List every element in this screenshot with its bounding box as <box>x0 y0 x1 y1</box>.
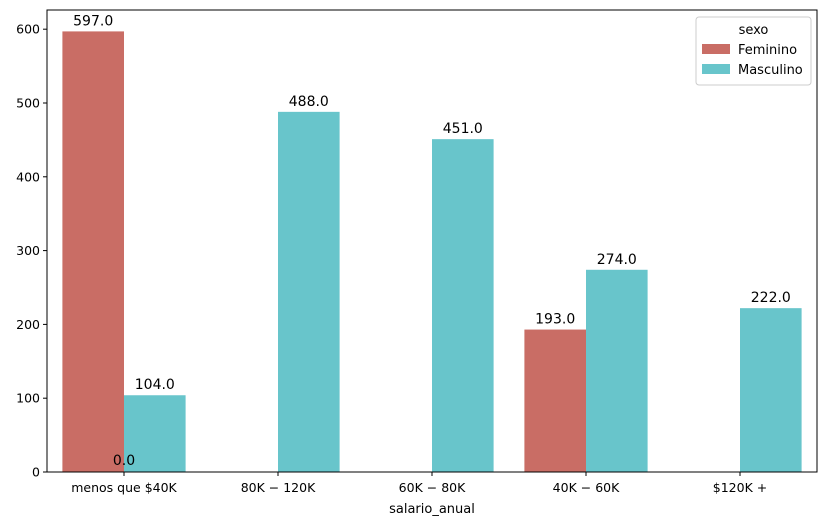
data-label-2: 0.0 <box>113 453 135 469</box>
bar-masculino-0 <box>124 395 186 472</box>
y-tick-label-1: 100 <box>16 391 40 406</box>
data-label-4: 488.0 <box>289 94 329 110</box>
y-tick-label-6: 600 <box>16 22 40 37</box>
x-tick-label-1: 80K − 120K <box>241 480 316 495</box>
y-tick-label-4: 400 <box>16 169 40 184</box>
y-tick-label-3: 300 <box>16 243 40 258</box>
data-label-6: 274.0 <box>597 252 637 268</box>
data-label-7: 222.0 <box>751 290 791 306</box>
x-tick-label-4: $120K + <box>713 480 767 495</box>
legend-swatch-feminino <box>702 44 730 54</box>
data-labels-layer: 597.0 193.0 0.0 104.0 488.0 451.0 274.0 222.0 <box>73 13 791 469</box>
bar-feminino-3 <box>524 329 586 472</box>
x-axis-label: salario_anual <box>389 502 475 517</box>
y-axis: 0 100 200 300 400 500 600 <box>16 22 47 480</box>
x-axis: menos que $40K 80K − 120K 60K − 80K 40K − 6… <box>71 472 767 495</box>
data-label-0: 597.0 <box>73 13 113 29</box>
bar-feminino-0 <box>62 31 124 472</box>
legend-title: sexo <box>739 23 769 38</box>
data-label-3: 104.0 <box>135 377 175 393</box>
y-tick-label-0: 0 <box>32 465 40 480</box>
bar-masculino-3 <box>586 269 648 472</box>
legend-label-feminino: Feminino <box>738 43 797 58</box>
bar-masculino-2 <box>432 139 494 472</box>
bar-masculino-4 <box>740 308 802 472</box>
legend: sexo Feminino Masculino <box>695 16 812 86</box>
x-tick-label-0: menos que $40K <box>71 480 177 495</box>
bar-masculino-1 <box>278 111 340 472</box>
x-tick-label-2: 60K − 80K <box>399 480 466 495</box>
y-tick-label-5: 500 <box>16 95 40 110</box>
legend-label-masculino: Masculino <box>738 63 803 78</box>
x-tick-label-3: 40K − 60K <box>553 480 620 495</box>
data-label-5: 451.0 <box>443 121 483 137</box>
bars-layer <box>62 31 802 472</box>
data-label-1: 193.0 <box>535 312 575 328</box>
plot-frame <box>46 9 818 473</box>
y-tick-label-2: 200 <box>16 317 40 332</box>
legend-swatch-masculino <box>702 64 730 74</box>
